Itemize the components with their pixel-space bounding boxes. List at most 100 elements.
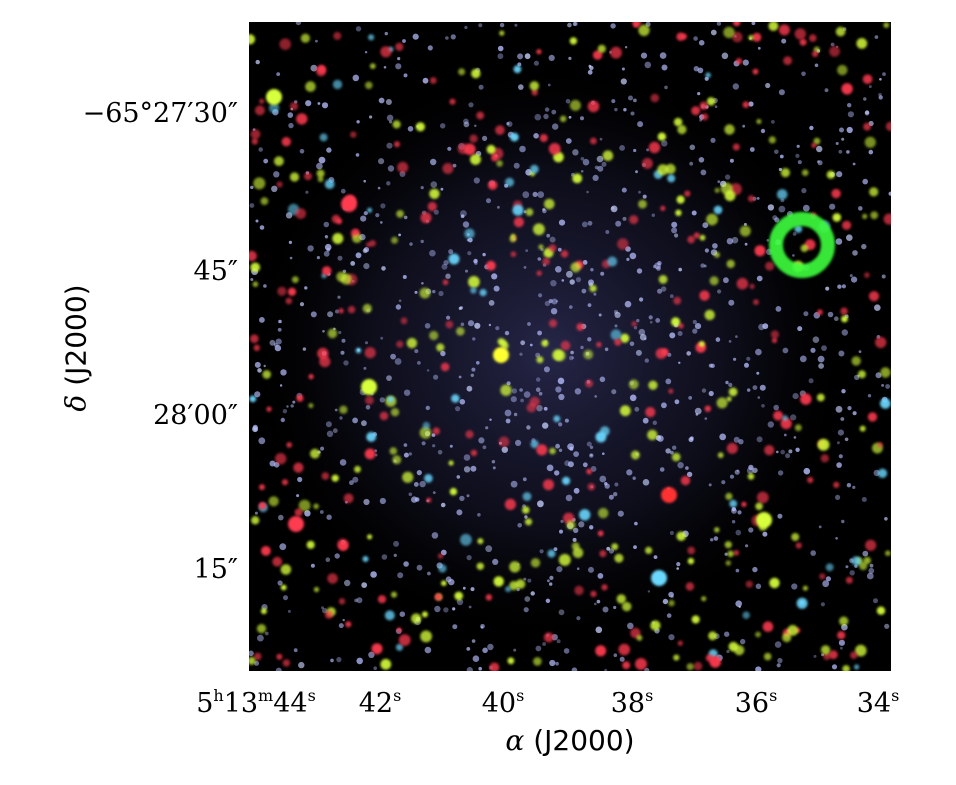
star	[432, 491, 436, 494]
star	[728, 382, 733, 387]
star	[731, 236, 739, 244]
star	[556, 639, 561, 644]
star	[835, 142, 839, 145]
star	[829, 46, 840, 57]
star	[478, 84, 484, 90]
star	[396, 627, 402, 633]
star	[868, 567, 875, 574]
star	[776, 189, 788, 200]
star	[280, 369, 287, 376]
star	[332, 428, 338, 434]
star	[779, 154, 784, 159]
star	[338, 623, 344, 629]
star	[300, 33, 310, 43]
star	[280, 564, 292, 575]
star	[723, 277, 729, 284]
star	[832, 213, 842, 222]
star	[862, 550, 869, 557]
star	[542, 208, 546, 211]
star	[671, 227, 678, 234]
star	[561, 279, 565, 282]
star	[686, 663, 694, 671]
star	[335, 309, 339, 314]
star	[252, 281, 259, 288]
star	[293, 462, 304, 473]
star	[440, 187, 444, 191]
star	[420, 186, 424, 190]
star	[704, 405, 711, 412]
star	[466, 494, 470, 498]
star	[845, 576, 853, 584]
star	[846, 150, 850, 154]
star	[572, 173, 583, 184]
star	[545, 598, 551, 603]
star	[667, 174, 676, 183]
star	[724, 631, 730, 637]
star	[757, 396, 761, 399]
star	[648, 380, 658, 390]
star	[812, 336, 820, 344]
star	[780, 449, 785, 455]
star	[465, 430, 474, 439]
star	[669, 450, 674, 455]
star	[476, 562, 484, 570]
star	[727, 550, 734, 558]
star	[635, 349, 642, 356]
star	[336, 657, 342, 663]
star	[850, 651, 858, 659]
star	[690, 436, 694, 441]
star	[749, 147, 755, 152]
star	[541, 339, 549, 347]
star	[515, 579, 526, 589]
star	[324, 610, 333, 619]
star	[611, 99, 616, 104]
star	[458, 68, 466, 76]
star	[863, 122, 871, 131]
star	[290, 404, 294, 408]
star	[783, 433, 787, 437]
star	[752, 467, 758, 473]
star	[253, 652, 262, 661]
star	[760, 128, 766, 134]
star	[458, 375, 462, 379]
star	[756, 491, 769, 504]
star	[837, 631, 846, 640]
star	[656, 266, 661, 271]
star	[432, 444, 436, 448]
star	[263, 364, 266, 368]
star	[634, 521, 638, 526]
star	[543, 113, 549, 120]
star	[434, 605, 441, 613]
star	[765, 261, 775, 271]
star	[748, 34, 754, 41]
star	[406, 337, 418, 349]
star	[340, 273, 352, 285]
star	[523, 607, 529, 613]
star	[440, 350, 446, 357]
star	[568, 115, 572, 119]
star	[558, 448, 563, 452]
star	[482, 252, 486, 257]
star	[337, 295, 341, 299]
star	[640, 52, 648, 59]
star	[364, 347, 376, 359]
star	[480, 624, 485, 629]
star	[498, 436, 510, 448]
star	[626, 257, 630, 261]
star	[745, 580, 753, 588]
star	[678, 323, 684, 329]
star	[776, 450, 779, 454]
star	[456, 509, 463, 516]
star	[820, 602, 826, 607]
star	[576, 323, 585, 331]
star	[571, 356, 575, 360]
star	[362, 303, 372, 314]
star	[617, 238, 629, 250]
star	[619, 656, 625, 662]
star	[430, 158, 437, 166]
star	[687, 235, 695, 244]
star	[714, 527, 720, 533]
star	[665, 448, 671, 454]
star	[337, 255, 343, 261]
star	[726, 259, 735, 269]
